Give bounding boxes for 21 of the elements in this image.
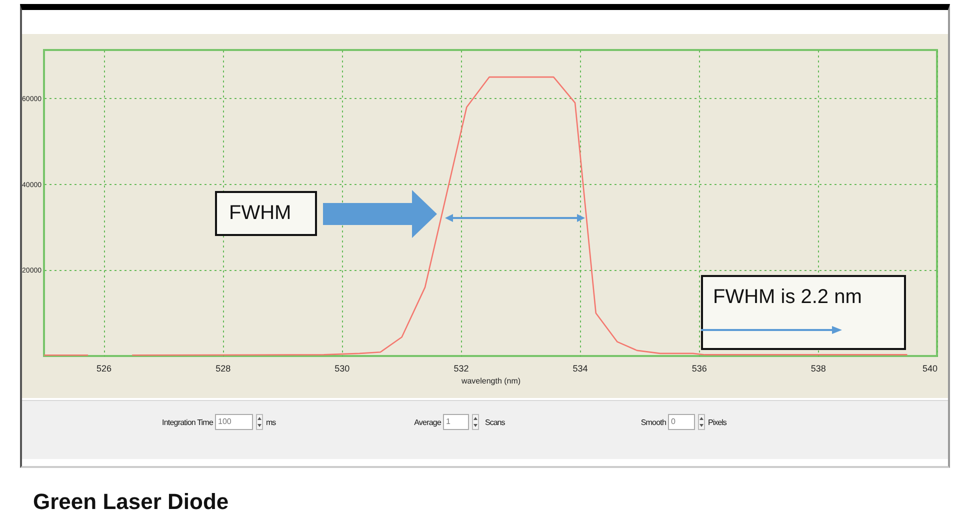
text: Pixels <box>708 418 726 427</box>
x-tick-label: 528 <box>216 364 231 374</box>
callout: FWHM is 2.2 nm <box>701 275 906 350</box>
x-tick-label: 538 <box>810 364 826 374</box>
x-tick-label: 540 <box>922 364 938 374</box>
text: Smooth <box>640 418 666 426</box>
x-tick-label: 536 <box>692 364 707 374</box>
x-tick-label: 532 <box>454 364 469 374</box>
text: Green Laser Diode <box>33 489 229 515</box>
text: Average <box>414 418 441 426</box>
text: Integration Time <box>162 418 213 426</box>
x-tick-label: 534 <box>572 364 588 374</box>
x-axis-title: wavelength (nm) <box>460 376 521 386</box>
text: ms <box>266 418 276 427</box>
number-field: 0 <box>668 414 695 430</box>
callout: FWHM <box>215 191 317 236</box>
number-field: 100 <box>215 414 253 430</box>
text: Scans <box>485 418 505 427</box>
x-tick-label: 526 <box>96 364 112 374</box>
x-tick-label: 530 <box>334 364 350 374</box>
number-field: 1 <box>443 414 469 430</box>
